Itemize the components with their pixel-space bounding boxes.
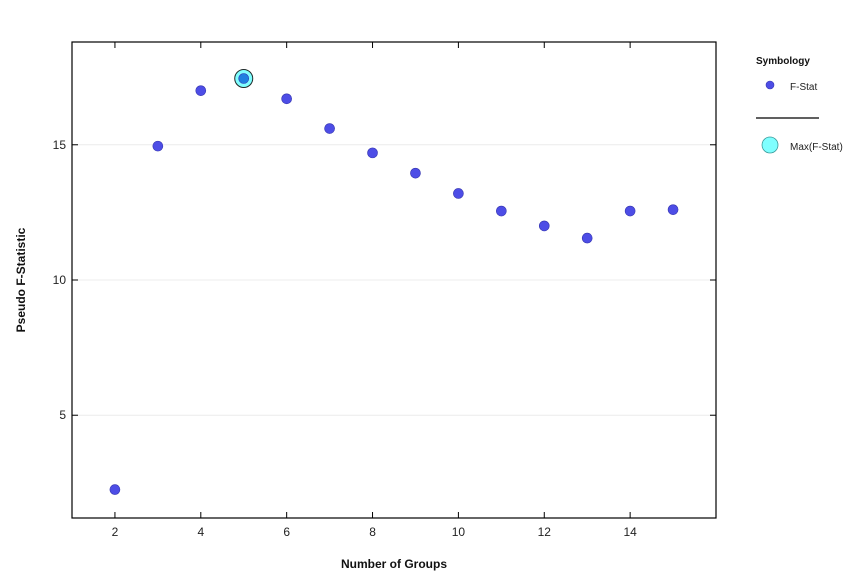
fstat-point <box>238 73 250 84</box>
fstat-point <box>152 140 164 152</box>
fstat-point <box>410 167 421 179</box>
legend-max-marker <box>761 136 779 154</box>
fstat-point <box>367 147 378 159</box>
x-tick-label: 8 <box>369 525 376 539</box>
data-points <box>109 69 679 495</box>
grid-lines <box>72 144 716 416</box>
fstat-point <box>324 123 335 134</box>
fstat-point <box>624 205 636 217</box>
legend-max-label: Max(F-Stat) <box>790 142 843 153</box>
y-axis-title: Pseudo F-Statistic <box>14 227 28 332</box>
fstat-point <box>281 93 292 105</box>
x-tick-label: 14 <box>623 525 637 539</box>
fstat-point <box>109 484 121 495</box>
y-tick-label: 5 <box>59 408 66 422</box>
y-tick-label: 15 <box>53 138 67 152</box>
x-tick-label: 10 <box>452 525 466 539</box>
x-axis-title: Number of Groups <box>341 557 447 571</box>
x-tick-label: 12 <box>538 525 552 539</box>
fstat-point <box>538 220 550 232</box>
fstat-point <box>453 188 464 199</box>
x-tick-label: 6 <box>283 525 290 539</box>
fstat-point <box>496 205 507 217</box>
legend-fstat-marker <box>765 80 775 90</box>
fstat-point <box>195 85 207 96</box>
legend-fstat-label: F-Stat <box>790 82 817 93</box>
x-tick-label: 2 <box>112 525 119 539</box>
y-tick-label: 10 <box>53 273 67 287</box>
legend: Symbology F-Stat Max(F-Stat) <box>756 56 843 154</box>
fstat-point <box>581 232 593 244</box>
x-tick-label: 4 <box>197 525 204 539</box>
fstat-point <box>667 204 679 215</box>
legend-title: Symbology <box>756 56 810 67</box>
axis-ticks: 5 10 15 2 4 6 8 10 12 14 <box>53 42 716 539</box>
